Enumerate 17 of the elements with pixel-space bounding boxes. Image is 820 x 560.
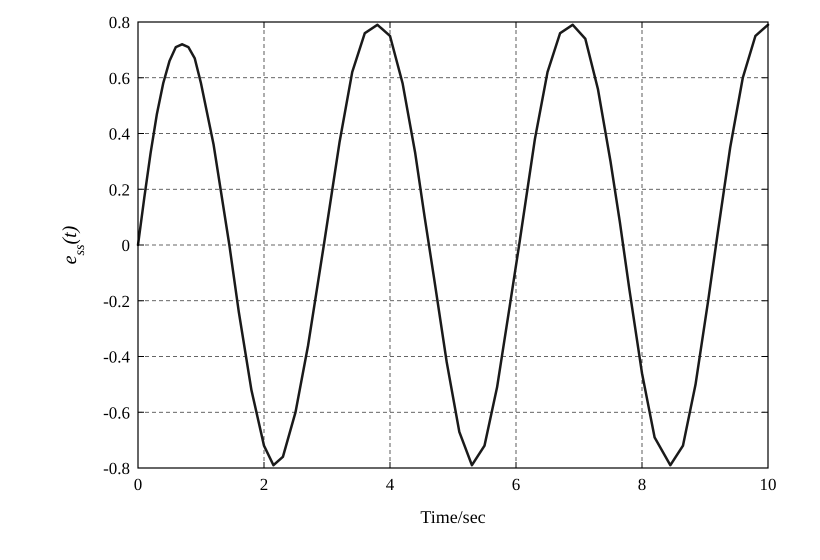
x-axis-title: Time/sec [420,507,486,527]
y-tick-label: 0.4 [108,124,130,144]
x-tick-label: 0 [134,475,142,494]
x-tick-label: 4 [386,475,395,494]
y-tick-label: 0.8 [108,13,130,32]
y-tick-label: -0.6 [103,403,130,422]
y-tick-label: -0.2 [103,292,130,311]
x-tick-label: 6 [512,475,520,494]
y-tick-label: 0.6 [108,68,130,88]
x-tick-label: 8 [638,475,646,494]
y-tick-label: -0.4 [103,348,130,366]
line-series [136,24,770,466]
y-tick-label: 0.2 [108,180,130,200]
y-tick-label: 0 [122,236,130,255]
x-tick-label: 10 [760,475,776,494]
x-tick-label: 2 [260,475,268,494]
y-tick-label: -0.8 [103,459,130,478]
